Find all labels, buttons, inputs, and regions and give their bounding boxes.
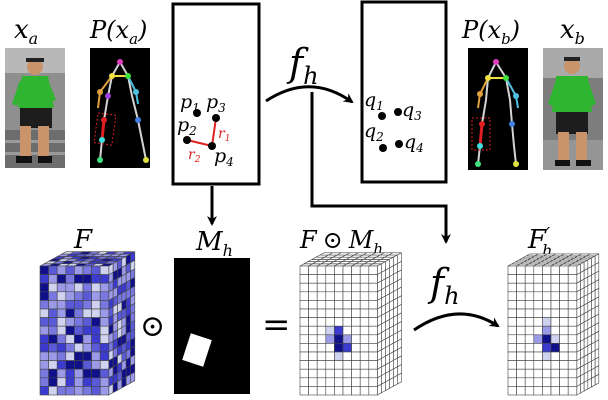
svg-text:p2: p2 bbox=[177, 114, 197, 138]
label-F-odot-Mh: F ⊙ Mh bbox=[299, 226, 383, 258]
svg-text:p3: p3 bbox=[206, 91, 226, 115]
arrow-fh-top bbox=[265, 85, 354, 104]
label-Mh: Mh bbox=[195, 227, 233, 260]
svg-text:q2: q2 bbox=[364, 120, 384, 144]
label-F: F bbox=[73, 225, 93, 255]
feature-cube-F bbox=[39, 251, 136, 396]
person-image-b bbox=[543, 48, 603, 170]
arrow-to-fh-prime bbox=[310, 92, 451, 244]
keypoints-left: p1 p3 p2 p4 r1 r2 bbox=[177, 91, 234, 169]
arrow-fh-bottom bbox=[413, 312, 500, 332]
pose-image-b bbox=[468, 48, 528, 170]
label-xb: xb bbox=[560, 15, 585, 48]
svg-text:q1: q1 bbox=[364, 89, 384, 113]
svg-text:q4: q4 bbox=[404, 131, 424, 155]
svg-text:p4: p4 bbox=[214, 145, 234, 169]
equals-symbol: = bbox=[262, 305, 291, 345]
svg-text:r1: r1 bbox=[218, 126, 230, 144]
label-fh-top: fh bbox=[286, 41, 319, 90]
person-image-a bbox=[5, 48, 65, 168]
keypoints-right: q1 q3 q2 q4 bbox=[364, 89, 424, 155]
region-box-a bbox=[171, 2, 261, 186]
svg-text:q3: q3 bbox=[402, 99, 422, 123]
label-pxb: P(xb) bbox=[461, 16, 520, 48]
feature-cube-Fh-prime bbox=[507, 253, 600, 396]
label-xa: xa bbox=[14, 15, 38, 48]
label-fh-bottom: fh bbox=[427, 261, 460, 310]
feature-cube-masked bbox=[299, 252, 402, 396]
label-Fh-prime: F′ h bbox=[527, 224, 552, 260]
pose-image-a bbox=[90, 48, 150, 168]
label-pxa: P(xa) bbox=[89, 16, 147, 48]
svg-text:p1: p1 bbox=[180, 91, 200, 115]
odot-symbol: ⊙ bbox=[140, 309, 165, 344]
region-box-b bbox=[360, 0, 448, 184]
mask-Mh bbox=[174, 258, 250, 394]
svg-text:r2: r2 bbox=[188, 147, 201, 165]
